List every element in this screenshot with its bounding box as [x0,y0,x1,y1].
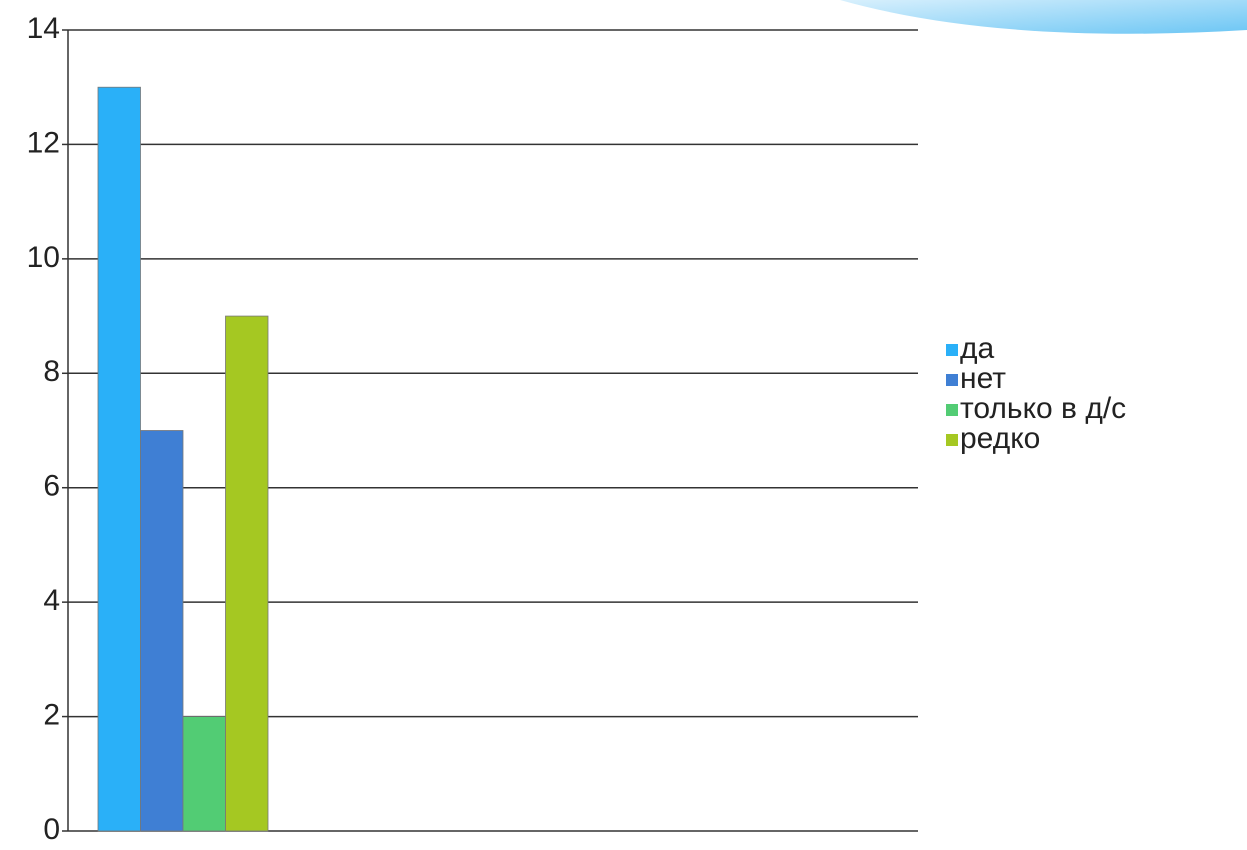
y-tick-label: 12 [27,126,60,159]
legend-swatch [946,404,958,416]
legend-swatch [946,374,958,386]
legend-label: нет [960,362,1006,395]
y-tick-label: 10 [27,241,60,274]
legend-swatch [946,344,958,356]
y-tick-label: 14 [27,12,60,45]
y-tick-label: 0 [43,813,60,846]
y-tick-label: 6 [43,470,60,503]
bar [225,315,269,832]
legend-label: да [960,332,995,365]
bar [140,430,184,832]
legend-label: только в д/с [960,392,1126,425]
bar [182,716,226,832]
legend-swatch [946,434,958,446]
y-tick-label: 8 [43,355,60,388]
legend-label: редко [960,422,1040,455]
bar [97,86,141,832]
y-tick-label: 4 [43,584,60,617]
decoration [840,0,1247,34]
y-tick-label: 2 [43,698,60,731]
